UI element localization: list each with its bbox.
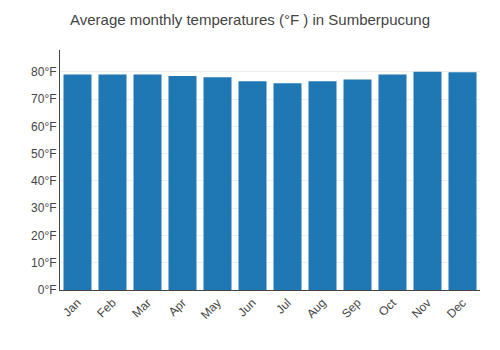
svg-text:50°F: 50°F (31, 147, 56, 161)
svg-text:May: May (198, 296, 224, 322)
svg-text:Jan: Jan (60, 296, 84, 320)
svg-text:Oct: Oct (376, 295, 400, 319)
svg-text:Sep: Sep (339, 296, 364, 321)
svg-text:10°F: 10°F (31, 256, 56, 270)
svg-text:Feb: Feb (94, 296, 119, 321)
svg-text:30°F: 30°F (31, 201, 56, 215)
svg-text:80°F: 80°F (31, 65, 56, 79)
svg-text:Average monthly temperatures (: Average monthly temperatures (°F ) in Su… (70, 11, 430, 28)
svg-text:Jun: Jun (235, 296, 259, 320)
svg-text:40°F: 40°F (31, 174, 56, 188)
svg-text:Mar: Mar (129, 296, 154, 321)
svg-text:Jul: Jul (273, 296, 294, 317)
svg-text:60°F: 60°F (31, 120, 56, 134)
svg-text:Aug: Aug (304, 296, 329, 321)
svg-text:Dec: Dec (444, 296, 469, 321)
svg-text:Apr: Apr (166, 296, 189, 319)
svg-text:0°F: 0°F (38, 283, 57, 297)
svg-text:70°F: 70°F (31, 92, 56, 106)
svg-text:20°F: 20°F (31, 229, 56, 243)
svg-text:Nov: Nov (409, 296, 434, 321)
